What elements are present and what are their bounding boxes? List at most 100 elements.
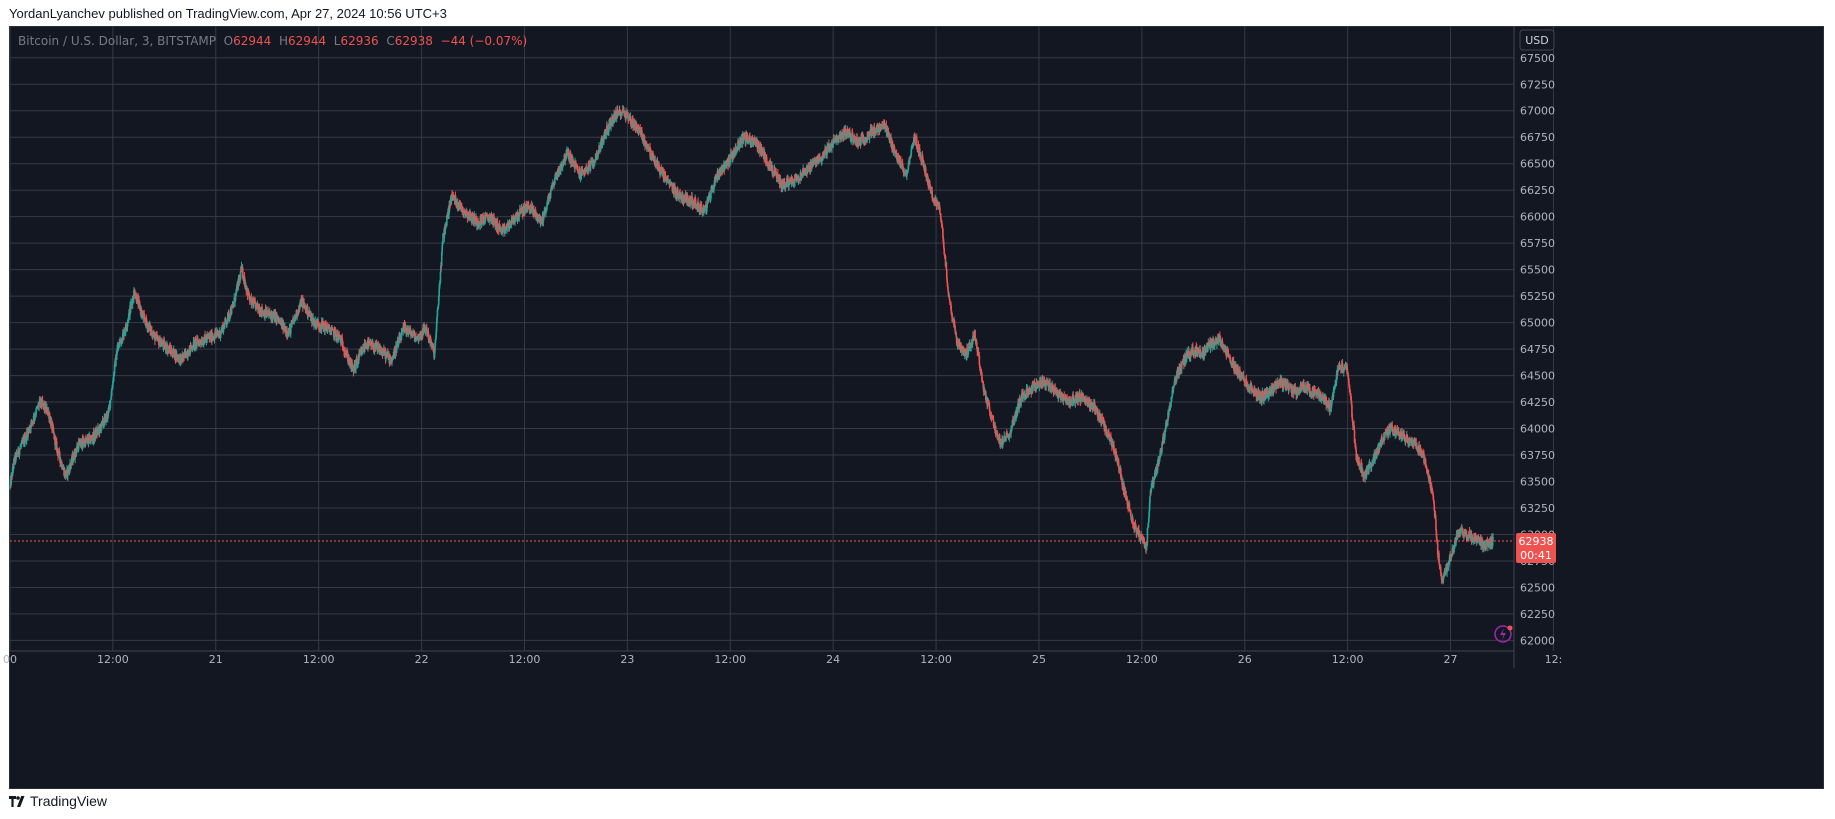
x-tick-label: 12:00 (1332, 653, 1364, 666)
candle-body (52, 431, 55, 433)
candle-body (439, 272, 442, 283)
candle-body (463, 210, 466, 215)
candle-body (435, 331, 437, 339)
candle-body (545, 209, 547, 214)
candle-body (699, 206, 701, 212)
candle-body (988, 407, 991, 412)
candle-body (214, 332, 217, 336)
y-tick-label: 64500 (1520, 370, 1555, 383)
candle-body (341, 338, 344, 342)
candle-body (1036, 382, 1038, 388)
candle-body (686, 199, 688, 203)
candle-body (260, 310, 262, 314)
candles (9, 105, 1494, 585)
candle-body (224, 318, 227, 321)
y-tick-label: 65500 (1520, 264, 1555, 277)
candle-body (106, 413, 109, 418)
candle-body (264, 314, 266, 318)
candle-body (953, 320, 956, 325)
candle-body (929, 184, 931, 191)
candle-body (675, 187, 677, 194)
candle-body (179, 355, 182, 364)
candle-body (554, 177, 556, 184)
candle-body (112, 373, 115, 381)
x-tick-label: 23 (620, 653, 634, 666)
candle-body (1057, 394, 1060, 398)
candle-body (409, 328, 412, 332)
candle-body (142, 315, 145, 319)
candle-body (891, 144, 894, 149)
candle-body (115, 353, 118, 360)
candle-body (239, 271, 242, 279)
candle-body (563, 161, 565, 164)
candle-body (807, 165, 809, 171)
candle-body (473, 217, 475, 222)
candle-body (771, 164, 774, 174)
candle-body (476, 219, 478, 227)
candle-body (749, 135, 751, 144)
candle-body (13, 459, 15, 468)
candle-body (960, 345, 963, 352)
candle-body (974, 329, 976, 338)
candle-body (109, 400, 112, 408)
candle-body (614, 114, 617, 120)
candle-body (955, 332, 958, 337)
candle-body (635, 122, 638, 128)
candle-body (413, 331, 416, 337)
candle-body (563, 154, 566, 162)
candle-body (77, 441, 80, 450)
candle-body (946, 283, 949, 288)
candle-body (877, 127, 880, 133)
candle-body (1002, 441, 1004, 446)
candle-body (979, 367, 982, 374)
candle-body (231, 305, 233, 307)
candle-body (61, 469, 64, 471)
candle-body (110, 390, 113, 396)
candle-body (624, 112, 627, 119)
candle-body (906, 170, 909, 173)
candle-body (831, 143, 833, 149)
candle-body (943, 253, 946, 256)
candle-body (762, 153, 765, 156)
candle-body (747, 140, 750, 144)
candle-body (590, 161, 592, 166)
candle-body (163, 345, 166, 348)
candle-body (934, 198, 937, 203)
candle-body (436, 316, 438, 323)
candle-body (560, 163, 563, 167)
y-tick-label: 64000 (1520, 423, 1555, 436)
candle-body (11, 467, 14, 477)
candle-body (58, 451, 61, 459)
candle-body (72, 459, 75, 462)
candle-body (691, 196, 693, 204)
candle-body (400, 332, 403, 341)
candle-body (598, 145, 601, 148)
x-tick-label: 21 (209, 653, 223, 666)
candle-body (994, 425, 997, 435)
candle-body (429, 336, 432, 344)
candle-body (556, 170, 559, 179)
y-tick-label: 66250 (1520, 184, 1555, 197)
candle-body (752, 140, 755, 144)
candle-body (490, 213, 493, 222)
candle-body (547, 195, 550, 205)
candle-body (652, 153, 654, 157)
candle-body (64, 472, 67, 478)
candle-body (24, 440, 26, 444)
candle-body (213, 337, 216, 340)
candle-body (335, 330, 337, 336)
candle-body (643, 135, 646, 143)
candle-body (110, 395, 112, 400)
candle-body (664, 175, 667, 179)
candle-body (783, 182, 786, 187)
candle-body (748, 139, 750, 142)
candle-body (448, 212, 450, 215)
candle-body (593, 161, 595, 165)
candle-body (307, 315, 309, 317)
candle-body (648, 147, 651, 151)
candle-body (392, 357, 395, 359)
candle-body (232, 302, 235, 306)
candle-body (328, 325, 331, 330)
candle-body (338, 335, 341, 339)
